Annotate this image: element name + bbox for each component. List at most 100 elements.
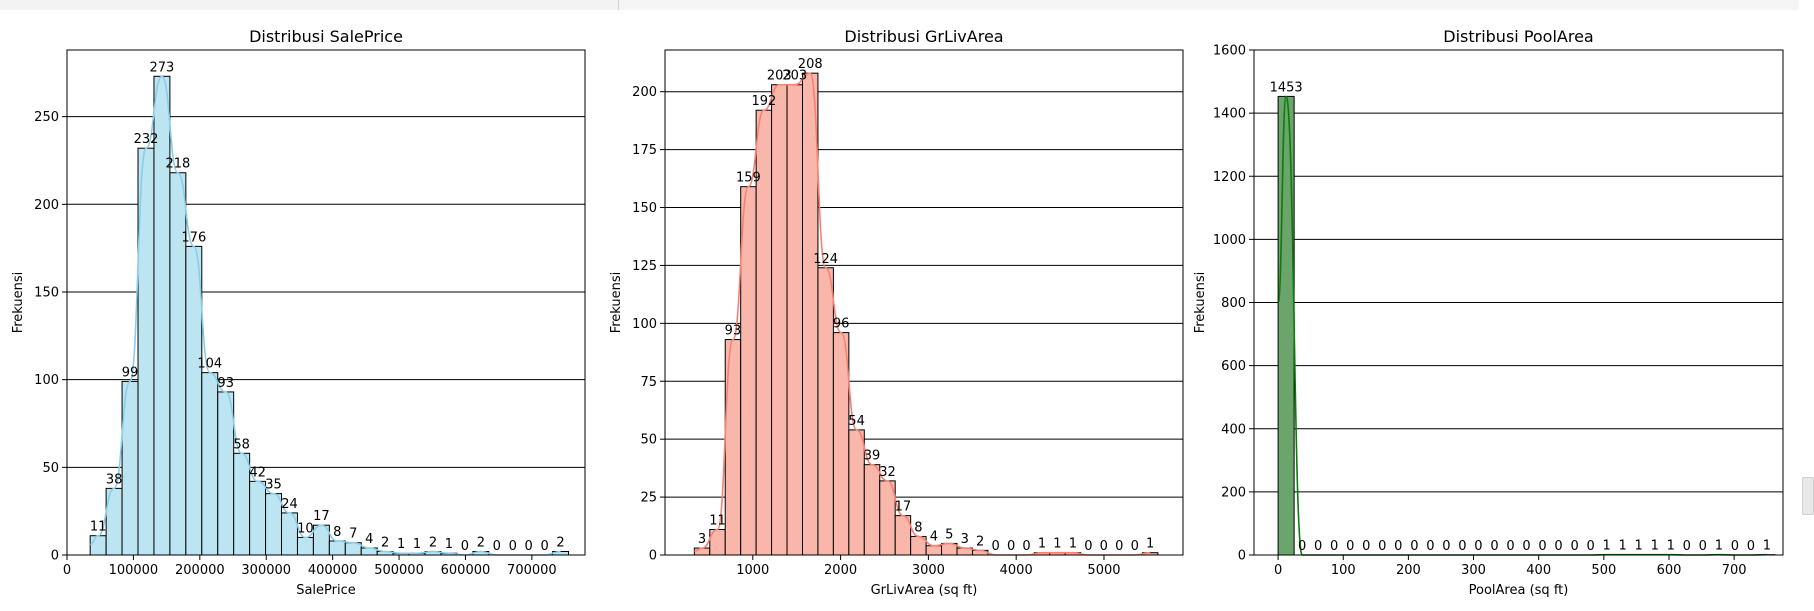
x-tick-label: 700 bbox=[1722, 563, 1747, 578]
x-tick-label: 100000 bbox=[109, 563, 159, 578]
bar-data-label: 0 bbox=[1378, 539, 1386, 554]
bar-data-label: 0 bbox=[1474, 539, 1482, 554]
bar-data-label: 8 bbox=[333, 525, 341, 540]
bar-data-label: 273 bbox=[150, 60, 175, 75]
bar-data-label: 3 bbox=[698, 532, 706, 547]
x-tick-label: 0 bbox=[63, 563, 71, 578]
bar-data-label: 1 bbox=[1069, 537, 1077, 552]
bar-data-label: 4 bbox=[365, 532, 373, 547]
bar-data-label: 1 bbox=[1146, 537, 1154, 552]
bar-data-label: 17 bbox=[313, 509, 330, 524]
histogram-bar bbox=[265, 493, 283, 556]
bar-data-label: 0 bbox=[1442, 539, 1450, 554]
bar-data-label: 1 bbox=[1619, 539, 1627, 554]
x-ticks-grlivarea: 1000 2000 3000 4000 5000 bbox=[736, 555, 1121, 578]
bars-grlivarea bbox=[693, 72, 1159, 556]
x-tick-label: 300 bbox=[1461, 563, 1486, 578]
histogram-bar bbox=[249, 480, 267, 556]
bar-data-label: 192 bbox=[751, 94, 776, 109]
y-tick-label: 200 bbox=[632, 85, 657, 100]
bar-data-label: 0 bbox=[1007, 539, 1015, 554]
y-ticks-saleprice: 0 50 100 150 200 250 bbox=[34, 110, 67, 564]
y-tick-label: 150 bbox=[632, 201, 657, 216]
bar-data-label: 35 bbox=[265, 478, 282, 493]
bar-data-label: 0 bbox=[1410, 539, 1418, 554]
x-tick-label: 600 bbox=[1657, 563, 1682, 578]
y-axis-label-grlivarea: Frekuensi bbox=[609, 272, 624, 334]
histogram-bar bbox=[817, 267, 834, 556]
bar-data-label: 2 bbox=[976, 534, 984, 549]
y-tick-label: 50 bbox=[42, 461, 59, 476]
bar-data-label: 11 bbox=[90, 520, 107, 535]
top-strip-left bbox=[0, 0, 618, 10]
x-tick-label: 600000 bbox=[441, 563, 491, 578]
bars-poolarea bbox=[1277, 95, 1776, 556]
y-tick-label: 75 bbox=[640, 375, 657, 390]
histogram-bar bbox=[863, 464, 881, 556]
bar-data-label: 1 bbox=[1635, 539, 1643, 554]
bar-data-label: 0 bbox=[1084, 539, 1092, 554]
histogram-bar bbox=[153, 75, 171, 556]
bar-data-label: 1 bbox=[445, 537, 453, 552]
x-tick-label: 2000 bbox=[824, 563, 857, 578]
bar-data-label: 93 bbox=[217, 376, 234, 391]
x-tick-label: 200 bbox=[1396, 563, 1421, 578]
bar-data-label: 0 bbox=[1314, 539, 1322, 554]
kde-line-saleprice bbox=[89, 75, 561, 556]
bar-data-label: 0 bbox=[1538, 539, 1546, 554]
top-strip bbox=[0, 0, 1814, 10]
x-tick-label: 400000 bbox=[308, 563, 358, 578]
bar-data-label: 0 bbox=[525, 539, 533, 554]
bar-data-label: 0 bbox=[1570, 539, 1578, 554]
bar-data-label: 0 bbox=[1426, 539, 1434, 554]
bar-data-label: 0 bbox=[1298, 539, 1306, 554]
bar-data-label: 8 bbox=[914, 520, 922, 535]
bar-data-label: 104 bbox=[197, 357, 222, 372]
bar-data-label: 1 bbox=[1053, 537, 1061, 552]
bar-data-label: 0 bbox=[1458, 539, 1466, 554]
y-tick-label: 1200 bbox=[1213, 170, 1246, 185]
y-axis-label-poolarea: Frekuensi bbox=[1193, 272, 1208, 334]
bar-data-label: 54 bbox=[848, 414, 865, 429]
bar-data-label: 176 bbox=[181, 230, 206, 245]
bar-data-label: 17 bbox=[895, 500, 912, 515]
bar-data-label: 1453 bbox=[1270, 80, 1303, 95]
y-tick-label: 25 bbox=[640, 491, 657, 506]
x-axis-label-grlivarea: GrLivArea (sq ft) bbox=[871, 583, 978, 598]
y-tick-label: 150 bbox=[34, 285, 59, 300]
bar-data-label: 0 bbox=[493, 539, 501, 554]
x-ticks-saleprice: 0 100000 200000 300000 400000 500000 600000 700… bbox=[63, 555, 557, 578]
bar-data-label: 38 bbox=[106, 472, 123, 487]
x-ticks-poolarea: 0 100 200 300 400 500 600 700 bbox=[1274, 555, 1747, 578]
axes-frame-saleprice bbox=[66, 49, 586, 556]
x-tick-label: 5000 bbox=[1087, 563, 1120, 578]
histogram-bar bbox=[1277, 95, 1295, 556]
top-strip-divider bbox=[618, 0, 619, 10]
bar-data-label: 5 bbox=[945, 527, 953, 542]
histogram-bar bbox=[296, 536, 314, 556]
y-tick-label: 200 bbox=[34, 198, 59, 213]
y-tick-label: 50 bbox=[640, 433, 657, 448]
bar-data-label: 3 bbox=[961, 532, 969, 547]
x-tick-label: 400 bbox=[1526, 563, 1551, 578]
bar-data-label: 0 bbox=[1522, 539, 1530, 554]
bar-data-label: 232 bbox=[134, 132, 159, 147]
y-tick-label: 400 bbox=[1221, 422, 1246, 437]
bar-data-label: 0 bbox=[1131, 539, 1139, 554]
x-axis-label-saleprice: SalePrice bbox=[296, 583, 356, 598]
bar-data-label: 1 bbox=[1038, 537, 1046, 552]
bar-data-label: 0 bbox=[1346, 539, 1354, 554]
histogram-bar bbox=[217, 391, 235, 556]
bar-data-label: 0 bbox=[992, 539, 1000, 554]
histogram-bar bbox=[693, 547, 711, 556]
histogram-bar bbox=[328, 540, 346, 556]
bar-data-label: 218 bbox=[165, 157, 190, 172]
y-tick-label: 125 bbox=[632, 259, 657, 274]
chart-title-grlivarea: Distribusi GrLivArea bbox=[844, 27, 1003, 46]
y-ticks-grlivarea: 0 25 50 75 100 125 150 175 200 bbox=[632, 85, 665, 564]
bar-data-label: 0 bbox=[1022, 539, 1030, 554]
bar-data-label: 96 bbox=[833, 317, 850, 332]
